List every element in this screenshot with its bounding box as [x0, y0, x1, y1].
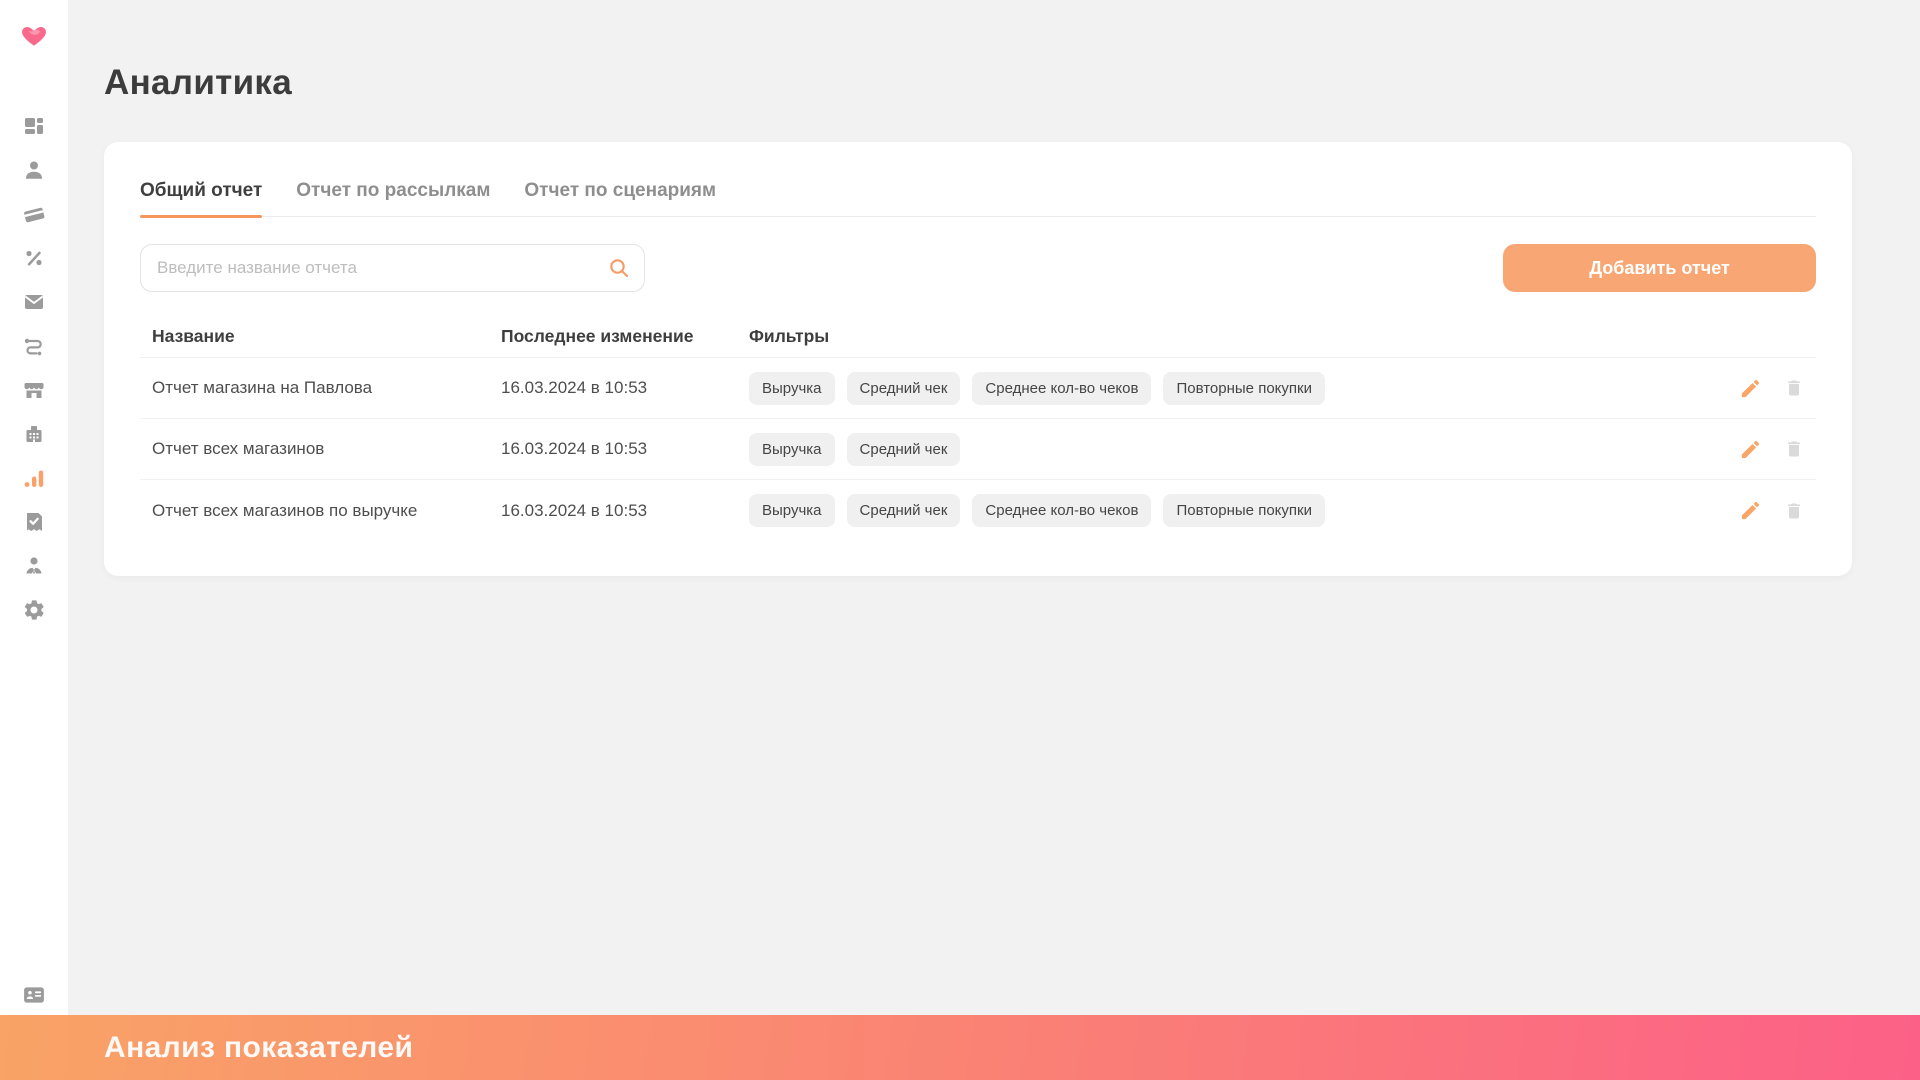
filter-chip: Средний чек — [846, 371, 961, 405]
trash-icon — [1788, 380, 1800, 396]
filter-chip: Среднее кол-во чеков — [972, 494, 1152, 527]
dashboard-icon — [25, 118, 43, 134]
filter-chip: Выручка — [749, 494, 835, 527]
sidebar — [0, 0, 68, 1015]
filter-chip: Выручка — [749, 432, 835, 466]
report-filters: Выручка Средний чек Среднее кол-во чеков По… — [749, 371, 1692, 405]
sidebar-item-company[interactable] — [18, 422, 50, 446]
id-card-icon — [24, 987, 44, 1003]
receipt-check-icon — [27, 513, 42, 531]
report-modified: 16.03.2024 в 10:53 — [501, 378, 648, 397]
table-header: Название Последнее изменение Фильтры — [140, 316, 1816, 358]
trash-icon — [1788, 503, 1800, 518]
sidebar-item-clients[interactable] — [18, 158, 50, 182]
filter-chip: Средний чек — [846, 432, 961, 466]
footer-banner: Анализ показателей — [0, 1015, 1920, 1080]
filter-chip: Повторные покупки — [1163, 494, 1325, 527]
page-title: Аналитика — [104, 63, 292, 102]
user-icon — [26, 161, 42, 179]
search-icon — [610, 259, 629, 278]
filter-chip: Средний чек — [846, 494, 961, 527]
filter-chip: Среднее кол-во чеков — [972, 371, 1152, 405]
reports-table: Отчет магазина на Павлова 16.03.2024 в 1… — [140, 358, 1816, 541]
delete-report-button[interactable] — [1784, 377, 1804, 399]
report-modified: 16.03.2024 в 10:53 — [501, 500, 648, 520]
sidebar-item-stores[interactable] — [18, 378, 50, 402]
sidebar-nav — [18, 114, 50, 622]
report-actions — [1692, 377, 1804, 400]
sidebar-item-id-card[interactable] — [18, 983, 50, 1007]
pencil-icon — [1741, 501, 1760, 520]
person-tie-icon — [26, 557, 42, 575]
column-header-filters: Фильтры — [749, 326, 830, 346]
report-filters: Выручка Средний чек Среднее кол-во чеков По… — [749, 494, 1692, 527]
reports-card: Общий отчет Отчет по рассылкам Отчет по … — [104, 142, 1852, 576]
report-filters: Выручка Средний чек — [749, 432, 1692, 466]
report-modified: 16.03.2024 в 10:53 — [501, 439, 648, 458]
table-row: Отчет магазина на Павлова 16.03.2024 в 1… — [140, 358, 1816, 419]
credit-card-icon — [24, 207, 45, 223]
toolbar: Добавить отчет — [140, 244, 1816, 292]
sidebar-item-cards[interactable] — [18, 202, 50, 226]
edit-report-button[interactable] — [1739, 377, 1762, 400]
bar-chart-icon — [24, 470, 44, 487]
trash-icon — [1788, 441, 1800, 457]
sidebar-item-discounts[interactable] — [18, 246, 50, 270]
sidebar-item-scenarios[interactable] — [18, 334, 50, 358]
pencil-icon — [1741, 440, 1760, 458]
column-header-modified: Последнее изменение — [501, 326, 694, 346]
search-input[interactable] — [140, 244, 645, 292]
table-row: Отчет всех магазинов по выручке 16.03.20… — [140, 480, 1816, 541]
sidebar-item-settings[interactable] — [18, 598, 50, 622]
edit-report-button[interactable] — [1739, 438, 1762, 461]
app-logo[interactable] — [0, 0, 68, 68]
report-name: Отчет всех магазинов — [152, 439, 325, 458]
store-icon — [24, 383, 44, 398]
building-icon — [26, 426, 42, 442]
tabs: Общий отчет Отчет по рассылкам Отчет по … — [140, 180, 1816, 218]
edit-report-button[interactable] — [1739, 499, 1762, 522]
filter-chip: Выручка — [749, 371, 835, 405]
table-row: Отчет всех магазинов 16.03.2024 в 10:53 … — [140, 419, 1816, 480]
add-report-button[interactable]: Добавить отчет — [1503, 244, 1816, 292]
tab-mailings-report[interactable]: Отчет по рассылкам — [296, 180, 491, 201]
footer-title: Анализ показателей — [104, 1030, 414, 1064]
report-name: Отчет магазина на Павлова — [152, 378, 373, 397]
sidebar-item-analytics[interactable] — [18, 466, 50, 490]
report-name: Отчет всех магазинов по выручке — [152, 500, 418, 520]
report-actions — [1692, 438, 1804, 461]
tab-scenarios-report[interactable]: Отчет по сценариям — [524, 180, 717, 201]
sidebar-item-mailings[interactable] — [18, 290, 50, 314]
mail-icon — [25, 295, 43, 309]
filter-chip: Повторные покупки — [1163, 371, 1325, 405]
gear-icon — [24, 600, 44, 620]
sidebar-item-staff[interactable] — [18, 554, 50, 578]
delete-report-button[interactable] — [1784, 500, 1804, 522]
delete-report-button[interactable] — [1784, 438, 1804, 460]
report-actions — [1692, 499, 1804, 522]
route-icon — [24, 338, 42, 356]
sidebar-item-dashboard[interactable] — [18, 114, 50, 138]
tab-general-report[interactable]: Общий отчет — [140, 180, 263, 218]
column-header-name: Название — [152, 326, 235, 346]
main-content: Аналитика Общий отчет Отчет по рассылкам… — [68, 0, 1920, 576]
search-box — [140, 244, 645, 292]
heart-icon — [22, 26, 46, 46]
sidebar-item-orders[interactable] — [18, 510, 50, 534]
pencil-icon — [1741, 379, 1760, 397]
percent-icon — [26, 250, 42, 266]
